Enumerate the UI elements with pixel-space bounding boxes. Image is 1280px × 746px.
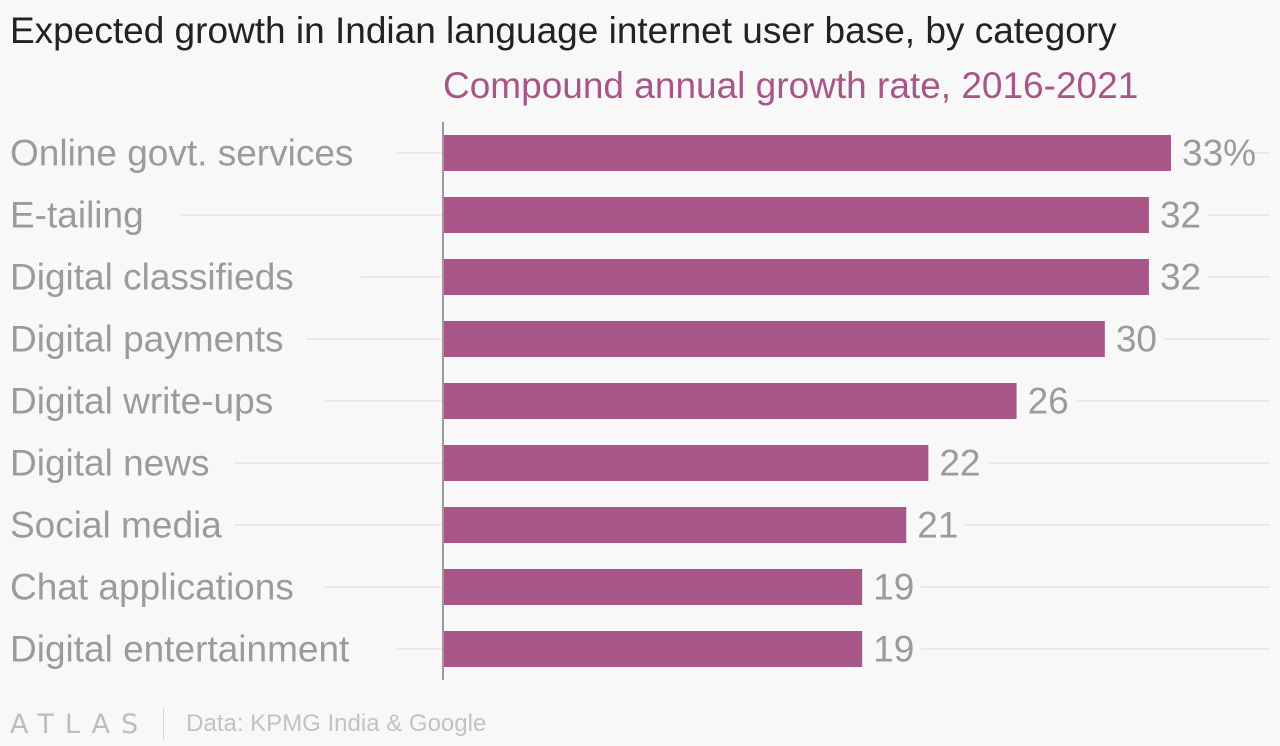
value-label: 21 xyxy=(917,505,958,546)
bar xyxy=(443,197,1149,233)
category-label: Chat applications xyxy=(10,567,294,608)
bar xyxy=(443,383,1017,419)
value-label: 33% xyxy=(1182,133,1256,174)
source-note: Data: KPMG India & Google xyxy=(186,710,487,737)
value-label: 30 xyxy=(1116,319,1157,360)
bar xyxy=(443,259,1149,295)
category-label: Digital news xyxy=(10,443,209,484)
category-label: Digital payments xyxy=(10,319,284,360)
bar xyxy=(443,569,863,605)
chart-subtitle: Compound annual growth rate, 2016-2021 xyxy=(443,65,1139,106)
footer-divider xyxy=(163,708,165,740)
category-label: Social media xyxy=(10,505,222,546)
value-label: 19 xyxy=(873,629,914,670)
category-label: Online govt. services xyxy=(10,133,353,174)
category-label: Digital write-ups xyxy=(10,381,273,422)
value-label: 26 xyxy=(1028,381,1069,422)
category-label: E-tailing xyxy=(10,195,144,236)
footer: ATLAS Data: KPMG India & Google xyxy=(10,706,486,742)
category-label: Digital entertainment xyxy=(10,629,350,670)
bar xyxy=(443,507,907,543)
chart-title: Expected growth in Indian language inter… xyxy=(10,10,1117,51)
atlas-logo: ATLAS xyxy=(10,708,150,740)
value-label: 22 xyxy=(939,443,980,484)
bar xyxy=(443,445,929,481)
value-label: 32 xyxy=(1160,195,1201,236)
category-label: Digital classifieds xyxy=(10,257,294,298)
bar xyxy=(443,631,863,667)
value-label: 32 xyxy=(1160,257,1201,298)
value-label: 19 xyxy=(873,567,914,608)
bar xyxy=(443,135,1171,171)
bar xyxy=(443,321,1105,357)
